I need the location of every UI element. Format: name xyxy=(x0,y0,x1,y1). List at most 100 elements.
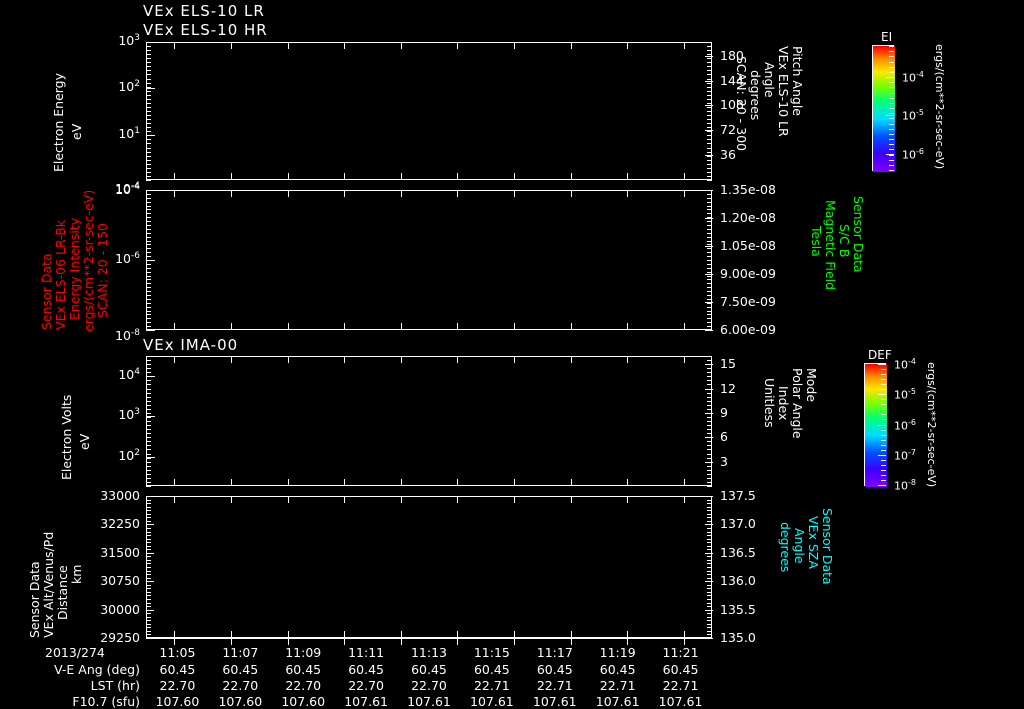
panel3-tick-right-1: 12 xyxy=(720,380,736,396)
panel4-xtick xyxy=(174,496,175,503)
panel4-xtick xyxy=(401,496,402,503)
panel4-minor-right xyxy=(707,503,712,504)
panel1-minor-right xyxy=(707,164,712,165)
panel3-minor-right xyxy=(707,470,712,471)
panel3-title: VEx IMA-00 xyxy=(143,336,239,354)
colorbar-def-cb-tick-4: 10-8 xyxy=(894,478,916,493)
panel4-minor-left xyxy=(146,624,151,625)
panel1-minor-left xyxy=(146,143,151,144)
panel3-xtick xyxy=(571,356,572,363)
colorbar-def-cb-minor xyxy=(881,419,886,420)
panel4-minor-left xyxy=(146,549,151,550)
panel2-minor-left xyxy=(146,264,151,265)
panel2-xtick xyxy=(684,323,685,330)
panel4-minor-right xyxy=(707,603,712,604)
panel1-xtick xyxy=(457,42,458,49)
panel3-minor-left xyxy=(146,401,151,402)
panel3-left-caption: Electron Volts xyxy=(59,394,74,480)
panel3-right-caption-2: Index xyxy=(776,386,791,421)
colorbar-def-cb-minor xyxy=(881,430,886,431)
panel3-minor-left xyxy=(146,368,151,369)
colorbar-ei-cb-minor xyxy=(889,103,894,104)
footer-row-label-2: F10.7 (sfu) xyxy=(72,694,140,709)
panel4-minor-left xyxy=(146,560,151,561)
footer-cell-r0-c7: 60.45 xyxy=(599,662,636,677)
panel3-minor-left xyxy=(146,413,151,414)
panel3-minor-left xyxy=(146,360,151,361)
panel3-xtick xyxy=(344,356,345,363)
panel2-minor-right xyxy=(707,322,712,323)
colorbar-def-cb-tick-3: 10-7 xyxy=(894,447,916,463)
colorbar-ei-cb-minor xyxy=(889,98,894,99)
panel1-tick-left-1: 102 xyxy=(118,79,140,95)
panel2-tick-right-2: 1.05e-08 xyxy=(720,238,776,253)
panel2-minor-right xyxy=(707,291,712,292)
panel1-xtick xyxy=(174,173,175,180)
xaxis-time-7: 11:19 xyxy=(599,645,636,660)
panel2-minor-left xyxy=(146,252,151,253)
panel1-minor-left xyxy=(146,91,151,92)
panel1-minor-left xyxy=(146,123,151,124)
panel3-minor-left xyxy=(146,458,151,459)
footer-cell-r1-c1: 22.70 xyxy=(222,678,259,693)
panel4-tick-right-5: 135.0 xyxy=(720,630,756,645)
panel1-minor-right xyxy=(707,115,712,116)
xaxis-time-3: 11:11 xyxy=(348,645,385,660)
panel2-minor-left xyxy=(146,322,151,323)
colorbar-ei-cb-minor xyxy=(889,134,894,135)
panel4-xtick xyxy=(174,631,175,638)
panel3-tick-right-4: 3 xyxy=(720,453,728,469)
panel2-minor-right xyxy=(707,299,712,300)
panel4-minor-left xyxy=(146,521,151,522)
colorbar-ei-cb-minor xyxy=(889,124,894,125)
panel2-minor-left xyxy=(146,229,151,230)
footer-cell-r2-c0: 107.60 xyxy=(155,694,200,709)
panel2-tick-right-5: 6.00e-09 xyxy=(720,322,776,337)
panel2-xtick xyxy=(684,190,685,197)
panel2-minor-right xyxy=(707,260,712,261)
panel1-minor-left xyxy=(146,74,151,75)
panel4-minor-left xyxy=(146,510,151,511)
panel2-minor-right xyxy=(707,295,712,296)
panel1-xtick xyxy=(514,42,515,49)
panel4-minor-right xyxy=(707,606,712,607)
panel4-frame xyxy=(146,496,712,638)
panel4-minor-right xyxy=(707,592,712,593)
footer-cell-r2-c8: 107.61 xyxy=(658,694,703,709)
panel2-minor-right xyxy=(707,217,712,218)
colorbar-ei-cb-minor xyxy=(889,149,894,150)
panel4-minor-right xyxy=(707,574,712,575)
panel4-tick-right-1: 137.0 xyxy=(720,516,756,532)
panel4-tick-left-5: 29250 xyxy=(100,630,140,645)
panel1-minor-left xyxy=(146,139,151,140)
panel3-xtick xyxy=(231,356,232,363)
panel2-minor-right xyxy=(707,256,712,257)
colorbar-def-cb-minor xyxy=(881,404,886,405)
panel2-minor-right xyxy=(707,229,712,230)
panel3-tick-right-2: 9 xyxy=(720,404,728,420)
panel2-xtick xyxy=(514,190,515,197)
panel3-minor-left xyxy=(146,445,151,446)
panel1-minor-right xyxy=(707,111,712,112)
panel3-minor-left xyxy=(146,454,151,455)
panel1-minor-right xyxy=(707,79,712,80)
panel4-minor-left xyxy=(146,539,151,540)
colorbar-ei-cb-minor xyxy=(889,67,894,68)
panel4-right-caption-3: degrees xyxy=(778,522,793,573)
colorbar-def-cb-minor xyxy=(881,435,886,436)
footer-cell-r2-c5: 107.61 xyxy=(470,694,514,709)
panel2-minor-left xyxy=(146,291,151,292)
panel1-xtick xyxy=(231,173,232,180)
panel4-minor-left xyxy=(146,507,151,508)
panel2-minor-right xyxy=(707,241,712,242)
panel2-tick-left-2: 10-8 xyxy=(115,328,140,344)
panel3-minor-left xyxy=(146,417,151,418)
panel3-minor-left xyxy=(146,429,151,430)
panel3-xtick xyxy=(401,356,402,363)
panel4-minor-left xyxy=(146,535,151,536)
panel1-minor-right xyxy=(707,143,712,144)
panel2-minor-right xyxy=(707,268,712,269)
panel1-minor-right xyxy=(707,135,712,136)
panel4-minor-right xyxy=(707,588,712,589)
panel2-minor-right xyxy=(707,248,712,249)
